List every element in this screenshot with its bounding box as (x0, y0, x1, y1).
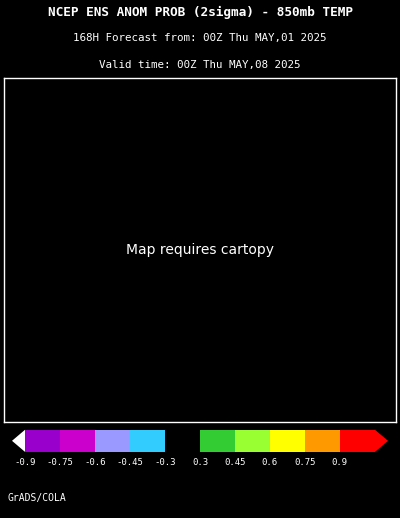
Text: 0.9: 0.9 (332, 458, 348, 467)
Bar (130, 429, 165, 452)
Text: -0.6: -0.6 (84, 458, 106, 467)
Text: Map requires cartopy: Map requires cartopy (126, 243, 274, 257)
Bar (200, 429, 235, 452)
Bar (25, 429, 60, 452)
Bar (340, 429, 375, 452)
Text: GrADS/COLA: GrADS/COLA (8, 493, 67, 503)
Text: 168H Forecast from: 00Z Thu MAY,01 2025: 168H Forecast from: 00Z Thu MAY,01 2025 (73, 33, 327, 43)
Text: NCEP ENS ANOM PROB (2sigma) - 850mb TEMP: NCEP ENS ANOM PROB (2sigma) - 850mb TEMP (48, 6, 352, 19)
Bar (305, 429, 340, 452)
Text: 0.45: 0.45 (224, 458, 246, 467)
Polygon shape (12, 429, 25, 452)
Text: -0.3: -0.3 (154, 458, 176, 467)
Polygon shape (375, 429, 388, 452)
Text: Valid time: 00Z Thu MAY,08 2025: Valid time: 00Z Thu MAY,08 2025 (99, 60, 301, 70)
Bar (270, 429, 305, 452)
Text: -0.75: -0.75 (47, 458, 74, 467)
Bar (95, 429, 130, 452)
Bar (235, 429, 270, 452)
Text: -0.9: -0.9 (14, 458, 36, 467)
Text: 0.75: 0.75 (294, 458, 316, 467)
Bar (165, 429, 200, 452)
Text: 0.6: 0.6 (262, 458, 278, 467)
Text: -0.45: -0.45 (117, 458, 144, 467)
Bar (60, 429, 95, 452)
Text: 0.3: 0.3 (192, 458, 208, 467)
